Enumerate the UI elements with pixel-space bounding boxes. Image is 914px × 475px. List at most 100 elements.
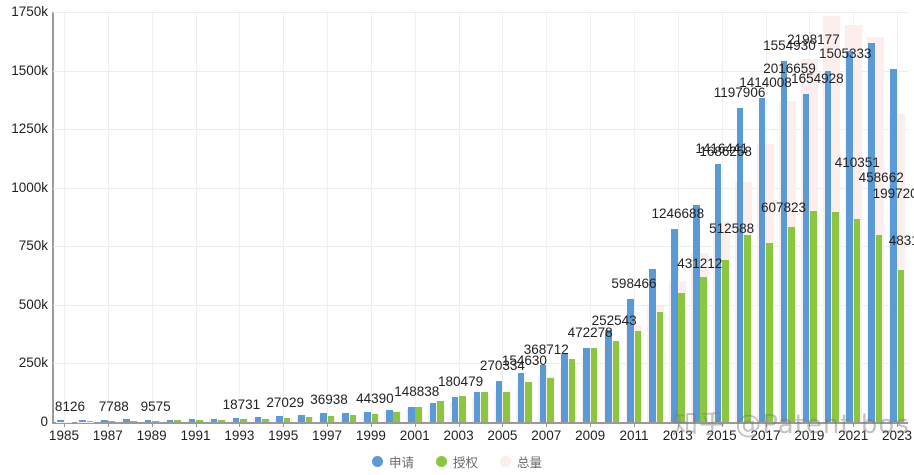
bar-apply[interactable] [364,411,371,422]
bar-apply[interactable] [692,204,700,422]
legend-item-apply[interactable]: 申请 [371,452,414,471]
bar-apply[interactable] [429,403,437,422]
bar-grant[interactable] [590,348,598,422]
data-label: 44390 [356,390,394,406]
bar-apply[interactable] [101,420,108,422]
bar-grant[interactable] [722,260,729,422]
bar-grant[interactable] [86,421,94,422]
bar-grant[interactable] [108,421,116,422]
bar-grant[interactable] [349,414,357,422]
bar-total[interactable] [208,419,226,422]
bar-grant[interactable] [130,420,137,422]
bar-apply[interactable] [407,407,415,422]
legend-item-total[interactable]: 总量 [500,452,542,471]
bar-apply[interactable] [824,71,832,422]
data-label: 154630 [501,352,547,368]
bar-apply[interactable] [671,228,678,422]
bar-apply[interactable] [758,98,766,422]
bar-grant[interactable] [196,420,203,422]
bar-grant[interactable] [459,395,466,422]
bar-apply[interactable] [517,372,525,422]
bar-apply[interactable] [846,50,854,422]
bar-apply[interactable] [605,330,612,422]
bar-grant[interactable] [612,341,620,422]
bar-total[interactable] [318,415,336,422]
bar-grant[interactable] [875,234,883,422]
bar-grant[interactable] [831,212,839,422]
bar-grant[interactable] [524,381,532,422]
bar-apply[interactable] [495,381,503,422]
bar-grant[interactable] [503,391,510,422]
bar-total[interactable] [384,411,402,422]
bar-grant[interactable] [152,420,159,422]
bar-apply[interactable] [342,412,349,422]
bar-apply[interactable] [627,298,634,422]
bar-grant[interactable] [393,412,401,422]
bar-grant[interactable] [327,415,335,422]
bar-apply[interactable] [188,419,196,422]
bar-apply[interactable] [649,269,656,422]
bar-apply[interactable] [232,417,240,422]
bar-grant[interactable] [261,418,269,422]
bar-apply[interactable] [890,69,897,422]
bar-apply[interactable] [320,413,327,422]
bar-apply[interactable] [254,416,262,422]
bar-apply[interactable] [57,420,64,422]
bar-total[interactable] [296,416,314,422]
bar-grant[interactable] [809,211,817,422]
bar-total[interactable] [99,421,117,422]
bar-total[interactable] [230,419,248,422]
bar-grant[interactable] [305,416,313,422]
bar-apply[interactable] [780,60,788,422]
bar-total[interactable] [274,417,292,422]
bar-total[interactable] [252,418,270,422]
bar-apply[interactable] [583,348,590,422]
bar-grant[interactable] [239,419,247,422]
bar-grant[interactable] [437,401,444,422]
data-label: 1246688 [651,205,705,221]
bar-total[interactable] [143,420,161,422]
bar-grant[interactable] [283,417,291,422]
bar-apply[interactable] [79,420,86,422]
bar-grant[interactable] [415,407,422,422]
legend-item-grant[interactable]: 授权 [435,452,478,471]
bar-grant[interactable] [546,377,554,422]
bar-total[interactable] [165,420,183,422]
bar-grant[interactable] [788,227,795,422]
x-axis-tick-label: 2017 [750,428,781,443]
bar-apply[interactable] [539,364,547,422]
bar-grant[interactable] [700,277,707,422]
bar-grant[interactable] [371,414,379,422]
bar-apply[interactable] [561,354,569,422]
bar-apply[interactable] [473,391,481,422]
x-axis-tick-mark [502,423,504,427]
bar-apply[interactable] [166,419,174,422]
bar-apply[interactable] [714,163,722,422]
bar-total[interactable] [187,420,204,422]
data-label: 1505333 [818,46,872,62]
bar-apply[interactable] [386,409,393,422]
bar-grant[interactable] [678,293,686,422]
bar-total[interactable] [362,413,380,422]
bar-grant[interactable] [744,235,751,422]
bar-total[interactable] [340,414,358,422]
bar-apply[interactable] [802,93,810,422]
bar-apply[interactable] [451,397,459,422]
bar-grant[interactable] [174,420,181,422]
bar-total[interactable] [121,421,139,422]
bar-apply[interactable] [210,418,218,422]
bar-grant[interactable] [568,358,576,422]
bar-apply[interactable] [276,415,284,422]
bar-grant[interactable] [853,218,861,422]
bar-grant[interactable] [897,270,905,422]
bar-apply[interactable] [144,419,152,422]
bar-grant[interactable] [481,391,488,422]
bar-apply[interactable] [736,108,744,422]
bar-grant[interactable] [218,420,225,422]
bar-apply[interactable] [298,414,305,422]
bar-grant[interactable] [656,312,664,422]
bar-grant[interactable] [634,331,642,422]
bar-grant[interactable] [766,242,773,422]
bar-apply[interactable] [868,42,875,422]
bar-apply[interactable] [122,419,130,422]
